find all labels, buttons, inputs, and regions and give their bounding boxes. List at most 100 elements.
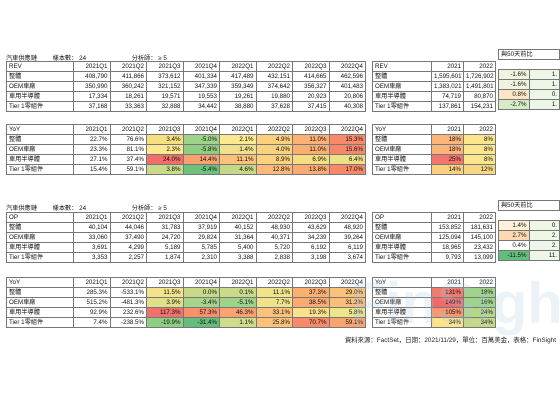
row-label: 整體 (372, 134, 432, 145)
table-row: 整體 153,852 181,631 (372, 222, 496, 233)
value-cell: 37,628 (255, 101, 293, 112)
value-cell: -3.4% (182, 297, 220, 308)
value-cell: 1.1% (219, 317, 257, 328)
column-header: 2021Q3 (146, 277, 184, 288)
value-cell: 5.8% (328, 307, 366, 318)
value-cell: 24% (463, 307, 496, 318)
value-cell: 19.3% (292, 307, 330, 318)
op-quarterly-table: OP 2021Q1 2021Q2 2021Q3 2021Q4 2022Q1 2022Q2 20… (6, 212, 366, 263)
change-cell-truncated: 2. (528, 230, 560, 241)
column-header: 2021Q4 (182, 61, 220, 72)
table-row: 車用半導體 27.1% 37.4% 24.0% 14.4% 11.1% 8.9% 6.9% 6.… (6, 154, 366, 165)
value-cell: 3,198 (292, 252, 330, 263)
column-header: 2021Q3 (146, 61, 184, 72)
value-cell: 46.3% (219, 307, 257, 318)
table-row: OEM車廠 350,990 360,242 321,152 347,339 359,349… (6, 81, 366, 92)
op-annual-yoy-table: YoY 2021 2022 整體 131% 18% OEM車廠 149% 16% 車用半導體 105… (372, 277, 496, 328)
column-header: 2022Q3 (292, 124, 330, 135)
row-label: 車用半導體 (372, 91, 432, 102)
row-label: Tier 1零組件 (6, 101, 74, 112)
table-row: 整體 40,104 44,046 31,783 37,919 40,152 48,930 43… (6, 222, 366, 233)
value-cell: 7.7% (255, 297, 293, 308)
header-category: 汽車供應鏈 (6, 55, 37, 62)
value-cell: -5.1% (219, 297, 257, 308)
value-cell: 360,242 (109, 81, 147, 92)
value-cell: -533.1% (109, 287, 147, 298)
value-cell: -481.3% (109, 297, 147, 308)
value-cell: 417,489 (219, 71, 257, 82)
row-label: Tier 1零組件 (372, 317, 432, 328)
value-cell: -238.5% (109, 317, 147, 328)
table-header-row: REV 2021 2022 (372, 61, 496, 72)
value-cell: 40,152 (219, 222, 257, 233)
value-cell: 22.7% (73, 134, 111, 145)
table-row: Tier 1零組件 15.4% 59.1% 3.8% -5.4% 4.6% 12.8% 13.… (6, 164, 366, 175)
value-cell: 48,930 (255, 222, 293, 233)
header-analyst-threshold: ≥ 5 (158, 55, 167, 62)
value-cell: 125,094 (431, 232, 464, 243)
row-label: 車用半導體 (6, 242, 74, 253)
column-header: 2022Q1 (219, 212, 257, 223)
value-cell: 8% (463, 134, 496, 145)
row-label: OEM車廠 (372, 297, 432, 308)
column-header: 2021Q4 (182, 124, 220, 135)
table-row: -11.5% 11. (498, 250, 560, 261)
change-cell: -1.6% (498, 79, 530, 90)
value-cell: 3.9% (146, 297, 184, 308)
row-label: OEM車廠 (372, 144, 432, 155)
value-cell: 408,790 (73, 71, 111, 82)
table-row: 整體 131% 18% (372, 287, 496, 298)
value-cell: 20,923 (292, 91, 330, 102)
value-cell: 1,383,021 (431, 81, 464, 92)
column-header: 2022Q1 (219, 124, 257, 135)
spacer-row (499, 211, 560, 221)
spacer-cell (499, 60, 560, 70)
table-row: 2.7% 2. (498, 230, 560, 241)
value-cell: 232.6% (109, 307, 147, 318)
value-cell: 3.8% (146, 164, 184, 175)
row-label: 車用半導體 (372, 242, 432, 253)
column-header: 2021Q1 (73, 124, 111, 135)
table-header-row: 與50天前比 (498, 49, 560, 60)
table-row: Tier 1零組件 7.4% -238.5% -19.9% -31.4% 1.1% 25.8… (6, 317, 366, 328)
value-cell: 17,334 (73, 91, 111, 102)
header-analyst-threshold: ≥ 5 (158, 205, 167, 212)
column-header: 2021Q4 (182, 212, 220, 223)
table-header-row: YoY 2021Q1 2021Q2 2021Q3 2021Q4 2022Q1 2022Q2 2… (6, 277, 366, 288)
value-cell: 19,261 (219, 91, 257, 102)
value-cell: -19.9% (146, 317, 184, 328)
row-label: Tier 1零組件 (372, 164, 432, 175)
value-cell: 5,785 (182, 242, 220, 253)
value-cell: 25% (431, 154, 464, 165)
column-header: 2021 (431, 277, 464, 288)
change-cell: -2.7% (498, 99, 530, 110)
value-cell: 137,861 (431, 101, 464, 112)
column-header: 2022Q3 (292, 61, 330, 72)
table-row: OEM車廠 125,094 145,100 (372, 232, 496, 243)
rev-quarterly-yoy-table: YoY 2021Q1 2021Q2 2021Q3 2021Q4 2022Q1 2022Q2 2… (6, 124, 366, 175)
row-label: 整體 (6, 287, 74, 298)
value-cell: 81.1% (109, 144, 147, 155)
value-cell: 23.3% (73, 144, 111, 155)
value-cell: 32,888 (146, 101, 184, 112)
table-title: YoY (372, 277, 432, 288)
value-cell: 359,349 (219, 81, 257, 92)
row-label: Tier 1零組件 (6, 164, 74, 175)
value-cell: 48,920 (328, 222, 366, 233)
value-cell: 74,719 (431, 91, 464, 102)
table-header-row: OP 2021Q1 2021Q2 2021Q3 2021Q4 2022Q1 2022Q2 20… (6, 212, 366, 223)
column-header: 2022Q3 (292, 277, 330, 288)
section1-header: 汽車供應鏈 樣本數： 24 分析師： ≥ 5 (6, 53, 167, 62)
table-header-row: 與50天前比 (498, 200, 560, 211)
column-header: 2021 (431, 61, 464, 72)
value-cell: 11.1% (219, 154, 257, 165)
table-row: Tier 1零組件 14% 12% (372, 164, 496, 175)
value-cell: 24.0% (146, 154, 184, 165)
table-row: OEM車廠 33,060 37,490 24,720 29,824 31,364 40,37… (6, 232, 366, 243)
value-cell: 18,261 (109, 91, 147, 102)
table-row: -1.6% 1. (498, 79, 560, 90)
row-label: Tier 1零組件 (372, 101, 432, 112)
row-label: Tier 1零組件 (6, 317, 74, 328)
change-cell: 1.4% (498, 220, 530, 231)
value-cell: 411,866 (109, 71, 147, 82)
